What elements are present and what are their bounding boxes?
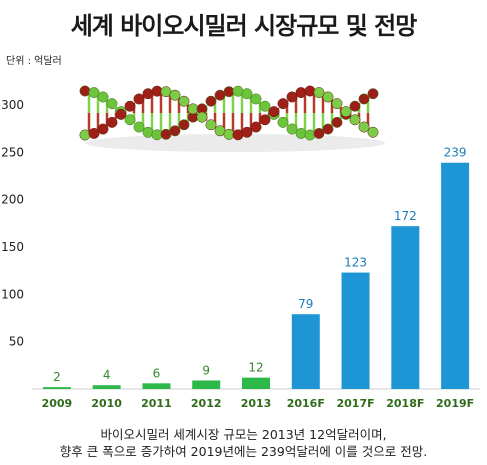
x-tick-label-2013: 2013	[241, 397, 272, 410]
bar-2019F	[441, 162, 470, 389]
data-label-2017F: 123	[344, 256, 367, 270]
unit-label: 단위 : 억달러	[6, 56, 62, 67]
y-tick-label: 150	[1, 240, 24, 254]
bar-2012	[192, 380, 221, 389]
data-label-2013: 12	[248, 361, 263, 375]
data-label-2018F: 172	[394, 209, 417, 223]
bar-2018F	[391, 226, 420, 389]
data-label-2010: 4	[103, 368, 111, 382]
bar-2013	[242, 377, 270, 389]
data-label-2019F: 239	[444, 146, 467, 160]
chart-title: 세계 바이오시밀러 시장규모 및 전망	[70, 12, 418, 40]
bars	[42, 162, 470, 389]
y-axis: 50 100 150 200 250 300	[1, 98, 24, 349]
x-tick-label-2016F: 2016F	[287, 397, 325, 410]
bar-chart: 50 100 150 200 250 300 2 4 6 9 12 79 123 172 239 2009…	[1, 85, 480, 410]
bar-2017F	[341, 272, 370, 389]
bar-2016F	[291, 314, 320, 389]
data-label-2009: 2	[53, 370, 61, 384]
dna-helix-icon	[79, 85, 385, 152]
y-tick-label: 200	[1, 193, 24, 207]
y-tick-label: 250	[1, 145, 24, 159]
x-tick-label-2009: 2009	[42, 397, 73, 410]
caption-line-1: 바이오시밀러 세계시장 규모는 2013년 12억달러이며,	[100, 427, 387, 442]
data-label-2011: 6	[153, 366, 161, 380]
x-tick-label-2017F: 2017F	[336, 397, 374, 410]
x-tick-label-2010: 2010	[91, 397, 122, 410]
y-tick-label: 300	[1, 98, 24, 112]
bar-2010	[92, 385, 121, 389]
data-label-2016F: 79	[298, 297, 313, 311]
caption-line-2: 향후 큰 폭으로 증가하여 2019년에는 239억달러에 이를 것으로 전망.	[59, 444, 428, 459]
x-tick-label-2019F: 2019F	[436, 397, 474, 410]
y-tick-label: 50	[9, 335, 24, 349]
x-tick-label-2011: 2011	[141, 397, 172, 410]
x-tick-label-2012: 2012	[191, 397, 222, 410]
caption: 바이오시밀러 세계시장 규모는 2013년 12억달러이며, 향후 큰 폭으로 …	[0, 426, 487, 460]
data-label-2012: 9	[202, 363, 210, 377]
bar-2009	[42, 387, 71, 389]
bar-2011	[142, 383, 171, 389]
y-tick-label: 100	[1, 287, 24, 301]
x-tick-label-2018F: 2018F	[386, 397, 424, 410]
data-labels: 2 4 6 9 12 79 123 172 239	[53, 146, 466, 384]
x-axis: 2009 2010 2011 2012 2013 2016F 2017F 2018F 2019F	[42, 397, 475, 410]
